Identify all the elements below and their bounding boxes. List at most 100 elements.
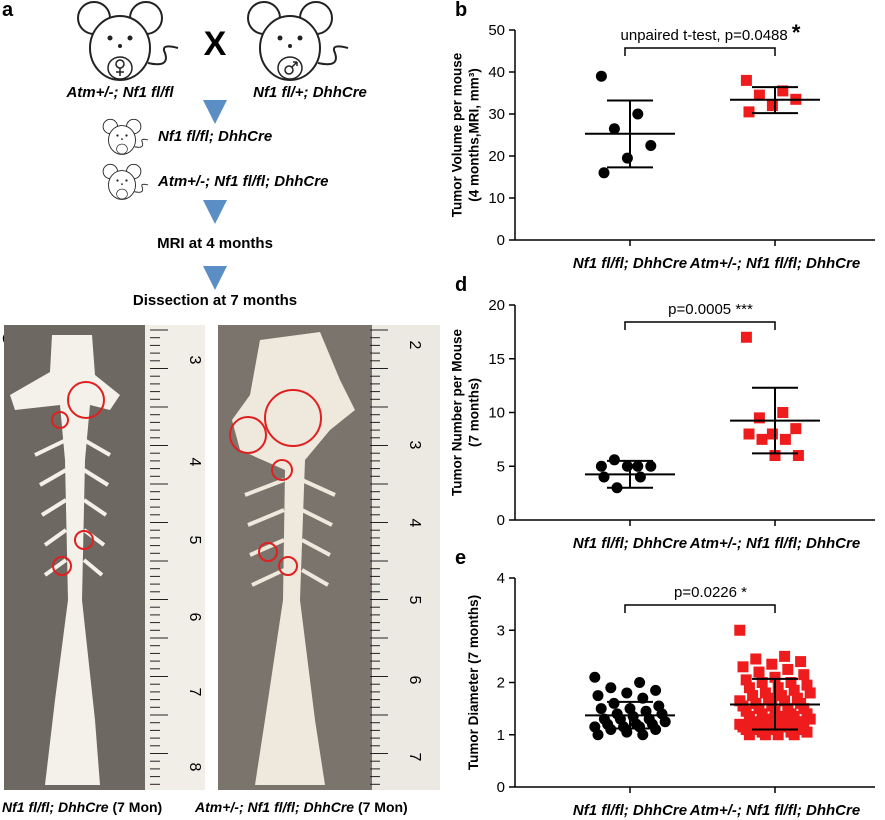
y-tick-label: 0 <box>497 512 505 529</box>
data-point <box>608 697 620 709</box>
data-point <box>608 454 620 466</box>
data-point <box>743 682 755 694</box>
data-point <box>598 167 610 179</box>
male-sign <box>284 61 298 75</box>
data-point <box>782 663 794 675</box>
panel-label: b <box>455 0 467 21</box>
ruler-label: 4 <box>186 458 203 467</box>
y-tick-label: 0 <box>497 779 505 796</box>
data-point <box>592 690 604 702</box>
data-point <box>790 423 802 435</box>
age: (7 Mon) <box>358 799 408 815</box>
ruler-label: 7 <box>406 753 423 762</box>
data-point <box>777 85 789 97</box>
y-tick-label: 10 <box>488 190 505 207</box>
panel-label: e <box>455 547 466 569</box>
data-point <box>734 624 746 636</box>
data-point <box>804 687 816 699</box>
step: MRI at 4 months <box>157 235 273 252</box>
y-axis-label: Tumor Number per Mouse <box>450 329 465 497</box>
data-point <box>766 428 778 440</box>
cross-sign: X <box>204 25 227 63</box>
data-point <box>645 460 657 472</box>
x-tick-label: Atm+/-; Nf1 fl/fl; DhhCre <box>689 255 860 272</box>
photo <box>4 325 205 790</box>
annotation: p=0.0226 * <box>674 584 747 601</box>
data-point <box>589 671 601 683</box>
data-point <box>737 661 749 673</box>
ruler-label: 4 <box>406 519 423 528</box>
data-point <box>605 724 617 736</box>
data-point <box>740 331 752 343</box>
x-tick-label: Nf1 fl/fl; DhhCre <box>573 802 687 819</box>
y-tick-label: 3 <box>497 622 505 639</box>
age: (7 Mon) <box>112 799 162 815</box>
ruler-label: 6 <box>406 676 423 685</box>
significance: * <box>792 20 801 45</box>
data-point <box>753 89 765 101</box>
female-sign <box>115 59 125 76</box>
annotation: p=0.0005 *** <box>668 301 753 318</box>
panel-label: d <box>455 274 467 296</box>
data-point <box>595 460 607 472</box>
data-point <box>756 677 768 688</box>
x-tick-label: Nf1 fl/fl; DhhCre <box>573 535 687 552</box>
step: Dissection at 7 months <box>133 292 297 309</box>
data-point <box>743 106 755 118</box>
ruler-label: 3 <box>406 441 423 450</box>
data-point <box>801 726 813 738</box>
ruler-label: 7 <box>186 688 203 697</box>
y-tick-label: 2 <box>497 675 505 692</box>
data-point <box>645 140 657 151</box>
x-tick-label: Nf1 fl/fl; DhhCre <box>573 255 687 272</box>
offspring-genotype: Nf1 fl/fl; DhhCre <box>158 128 272 145</box>
photo <box>218 325 440 790</box>
ruler-label: 5 <box>406 596 423 605</box>
data-point <box>753 412 765 424</box>
photo-caption: Nf1 fl/fl; DhhCre (7 Mon) <box>2 799 162 815</box>
y-axis-label: Tumor Volume per mouse <box>450 52 465 217</box>
data-point <box>743 729 755 741</box>
ruler-label: 6 <box>186 613 203 622</box>
ruler-label: 3 <box>186 356 203 365</box>
data-point <box>788 684 800 696</box>
data-point <box>632 460 644 472</box>
data-point <box>621 152 633 164</box>
genotype: Atm+/-; Nf1 fl/fl; DhhCre <box>194 799 354 815</box>
data-point <box>801 679 813 691</box>
mouse-icon <box>77 1 179 81</box>
y-axis-label: Tumor Diameter (7 months) <box>466 595 481 770</box>
data-point <box>659 716 671 728</box>
data-point <box>769 450 781 461</box>
y-tick-label: 15 <box>488 351 505 368</box>
data-point <box>632 108 644 120</box>
mouse-icon <box>247 1 349 81</box>
data-point <box>779 433 791 445</box>
photo-caption: Atm+/-; Nf1 fl/fl; DhhCre (7 Mon) <box>194 799 408 815</box>
y-tick-label: 30 <box>488 106 505 123</box>
offspring-genotype: Atm+/-; Nf1 fl/fl; DhhCre <box>157 173 328 190</box>
parent-genotype: Atm+/-; Nf1 fl/fl <box>65 84 174 101</box>
y-tick-label: 4 <box>497 570 505 587</box>
data-point <box>621 460 633 472</box>
data-point <box>777 407 789 418</box>
data-point <box>747 690 759 702</box>
x-tick-label: Atm+/-; Nf1 fl/fl; DhhCre <box>689 535 860 552</box>
data-point <box>650 684 662 696</box>
data-point <box>634 471 646 483</box>
y-tick-label: 50 <box>488 22 505 39</box>
data-point <box>779 695 791 707</box>
significance: *** <box>735 301 753 318</box>
data-point <box>595 70 607 82</box>
mouse-icon <box>102 163 149 200</box>
data-point <box>772 729 784 741</box>
y-tick-label: 10 <box>488 405 505 422</box>
data-point <box>598 471 610 483</box>
annotation-text: p=0.0226 <box>674 584 737 601</box>
y-tick-label: 20 <box>488 148 505 165</box>
data-point <box>795 656 807 668</box>
data-point <box>798 669 810 681</box>
data-point <box>766 100 778 112</box>
data-point <box>740 674 752 686</box>
